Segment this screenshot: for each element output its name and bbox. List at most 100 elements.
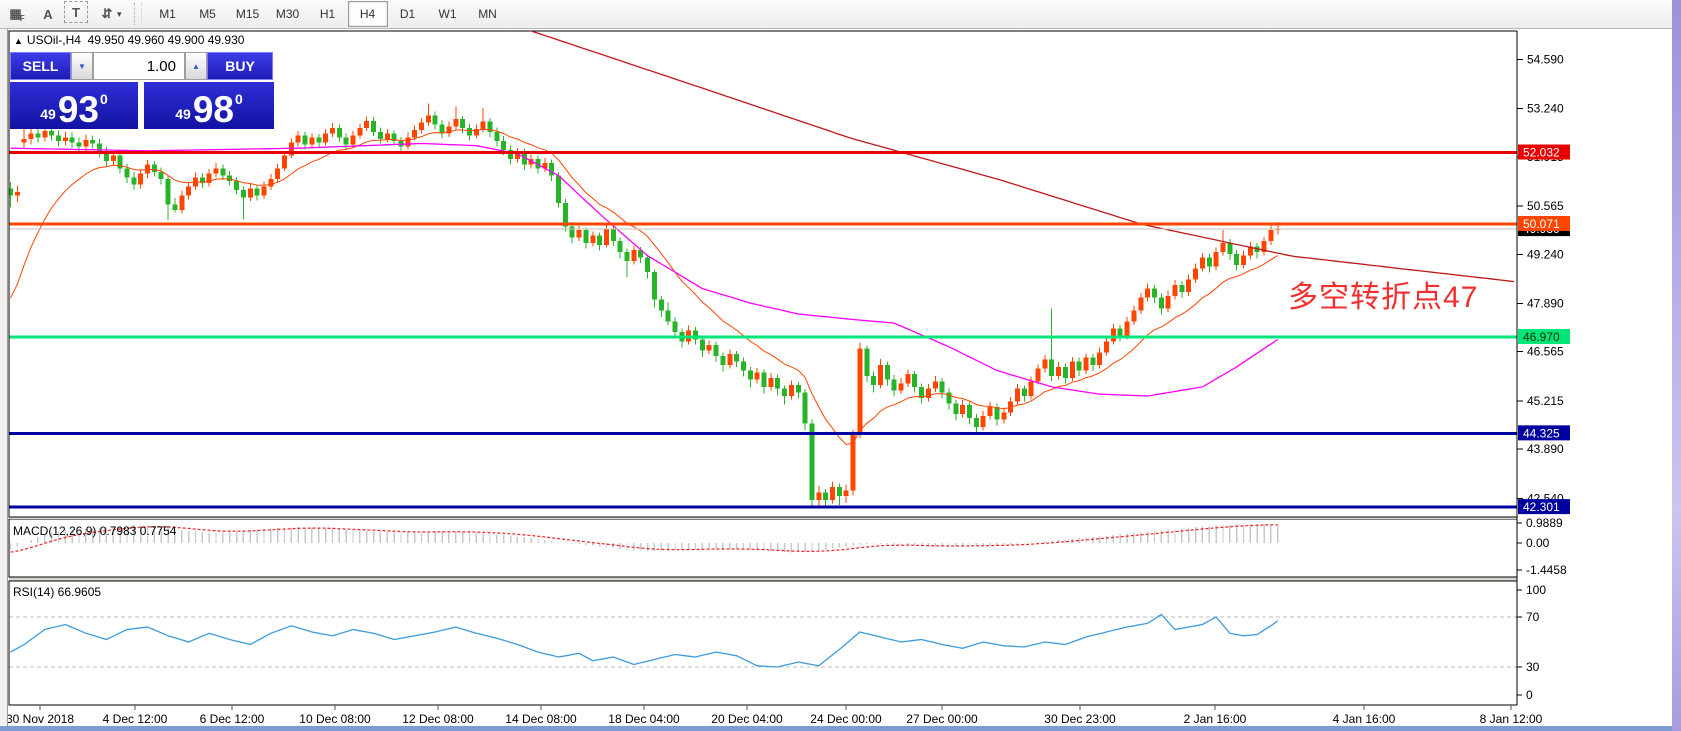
text-label-icon[interactable]: T [64, 1, 88, 23]
rsi-axis-label: 30 [1526, 660, 1540, 674]
candle-body [480, 121, 486, 129]
candle-body [343, 137, 349, 145]
candle-body [857, 348, 863, 435]
candle-body [645, 257, 651, 273]
candle-body [1261, 241, 1267, 253]
candle-body [1186, 279, 1192, 293]
candle-body [1062, 366, 1068, 378]
time-axis-label: 30 Nov 2018 [6, 712, 74, 726]
candle-body [42, 131, 48, 138]
candle-body [727, 354, 733, 366]
candle-body [412, 129, 418, 138]
candle-body [336, 128, 342, 138]
candle-body [919, 386, 925, 398]
macd-panel[interactable] [8, 518, 1518, 578]
collapse-triangle-icon[interactable]: ▲ [14, 36, 23, 46]
volume-input[interactable]: 1.00 [93, 52, 185, 80]
timeframe-w1-button[interactable]: W1 [438, 7, 457, 21]
candle-body [247, 188, 253, 198]
candle-body [199, 177, 205, 183]
arrow-objects-icon[interactable]: ⇵ [101, 6, 113, 21]
timeframe-h4-button[interactable]: H4 [347, 1, 388, 27]
candle-body [329, 128, 335, 134]
timeframe-m1-button[interactable]: M1 [159, 7, 176, 21]
volume-decrease-spinner[interactable]: ▼ [71, 52, 93, 80]
candle-body [261, 186, 267, 196]
symbol-ohlc-text: USOil-,H4 49.950 49.960 49.900 49.930 [26, 33, 245, 47]
candle-body [1158, 297, 1164, 309]
candle-body [651, 272, 657, 300]
candle-body [1110, 328, 1116, 342]
candle-body [576, 230, 582, 238]
candle-body [234, 181, 240, 191]
candle-body [487, 121, 493, 132]
time-axis-label: 30 Dec 23:00 [1044, 712, 1116, 726]
buy-button[interactable]: BUY [207, 52, 273, 80]
one-click-trading-panel: SELL ▼ 1.00 ▲ BUY 49 93 0 49 98 0 [10, 52, 274, 129]
timeframe-m15-button[interactable]: M15 [235, 7, 260, 21]
timeframe-m5-button[interactable]: M5 [199, 7, 216, 21]
price-level-label: 52.032 [1523, 146, 1560, 160]
candle-body [124, 168, 130, 178]
candle-body [1151, 288, 1157, 298]
rsi-panel[interactable] [8, 580, 1518, 706]
fast-ma-line [10, 128, 1279, 446]
sell-price-sup: 0 [99, 91, 108, 107]
sell-button[interactable]: SELL [10, 52, 71, 80]
chevron-down-icon[interactable]: ▾ [117, 8, 122, 19]
panel-splitter[interactable] [9, 577, 1517, 581]
candle-body [1076, 361, 1082, 371]
candle-body [953, 403, 959, 415]
timeframe-m30-button[interactable]: M30 [275, 7, 300, 21]
candle-body [603, 228, 609, 245]
candle-body [898, 383, 904, 391]
candle-body [802, 392, 808, 424]
candle-body [1268, 230, 1274, 242]
candle-body [419, 122, 424, 130]
macd-axis-label: 0.00 [1526, 536, 1550, 550]
candle-body [693, 330, 698, 340]
letter-a-icon[interactable]: A [43, 6, 53, 22]
time-axis-label: 4 Jan 16:00 [1333, 712, 1396, 726]
sell-price-button[interactable]: 49 93 0 [10, 82, 138, 129]
candle-body [151, 164, 157, 172]
candle-body [1069, 361, 1075, 378]
time-axis-label: 4 Dec 12:00 [103, 712, 168, 726]
price-axis-area[interactable] [1517, 29, 1672, 731]
candle-body [569, 226, 575, 238]
candle-body [754, 372, 760, 380]
candle-body [905, 374, 911, 384]
panel-splitter[interactable] [9, 517, 1517, 520]
candle-body [254, 188, 260, 196]
candle-body [1193, 268, 1199, 280]
candle-body [843, 490, 849, 497]
candle-body [809, 423, 815, 500]
candle-body [508, 150, 514, 160]
time-axis-label: 12 Dec 08:00 [402, 712, 474, 726]
volume-increase-spinner[interactable]: ▲ [185, 52, 207, 80]
buy-price-button[interactable]: 49 98 0 [144, 82, 274, 129]
time-axis-label: 2 Jan 16:00 [1184, 712, 1247, 726]
macd-signal-line [10, 524, 1278, 553]
timeframe-h1-button[interactable]: H1 [319, 7, 336, 21]
long-ma-line [529, 31, 1515, 283]
timeframe-mn-button[interactable]: MN [478, 7, 497, 21]
time-axis-label: 8 Jan 12:00 [1480, 712, 1543, 726]
crosshair-grid-icon[interactable]: ▦ F [9, 6, 25, 23]
timeframe-d1-button[interactable]: D1 [399, 7, 416, 21]
candle-body [138, 173, 144, 185]
candle-body [501, 140, 507, 151]
candle-body [631, 250, 637, 262]
buy-price-big: 98 [192, 89, 234, 130]
candle-body [747, 370, 753, 380]
rsi-axis-label: 0 [1526, 688, 1533, 702]
macd-axis-label: 0.9889 [1526, 516, 1563, 530]
candle-body [391, 133, 397, 141]
time-axis-label: 24 Dec 00:00 [810, 712, 882, 726]
buy-price-sup: 0 [234, 91, 243, 107]
candle-body [590, 235, 596, 243]
price-level-label-bg [1518, 144, 1570, 160]
candle-body [28, 133, 34, 140]
candle-body [597, 235, 603, 245]
candle-body [624, 252, 630, 262]
